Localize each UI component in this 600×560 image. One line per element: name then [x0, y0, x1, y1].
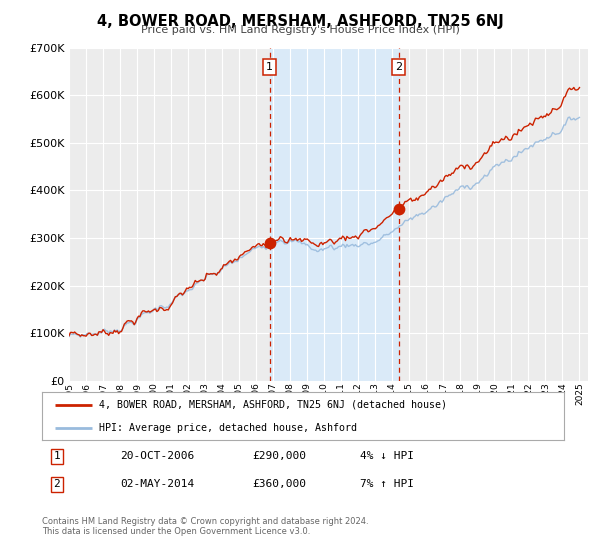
Text: 4% ↓ HPI: 4% ↓ HPI: [360, 451, 414, 461]
Text: 20-OCT-2006: 20-OCT-2006: [120, 451, 194, 461]
Text: Price paid vs. HM Land Registry's House Price Index (HPI): Price paid vs. HM Land Registry's House …: [140, 25, 460, 35]
Text: 4, BOWER ROAD, MERSHAM, ASHFORD, TN25 6NJ: 4, BOWER ROAD, MERSHAM, ASHFORD, TN25 6N…: [97, 14, 503, 29]
Text: 1: 1: [53, 451, 61, 461]
Text: 7% ↑ HPI: 7% ↑ HPI: [360, 479, 414, 489]
Bar: [270, 48, 398, 381]
Point: [394, 205, 403, 214]
Text: £290,000: £290,000: [252, 451, 306, 461]
Text: 2: 2: [395, 62, 402, 72]
Text: This data is licensed under the Open Government Licence v3.0.: This data is licensed under the Open Gov…: [42, 528, 310, 536]
Point: [265, 239, 275, 248]
Text: HPI: Average price, detached house, Ashford: HPI: Average price, detached house, Ashf…: [100, 423, 358, 433]
Text: 2: 2: [53, 479, 61, 489]
Text: 02-MAY-2014: 02-MAY-2014: [120, 479, 194, 489]
Text: Contains HM Land Registry data © Crown copyright and database right 2024.: Contains HM Land Registry data © Crown c…: [42, 517, 368, 526]
Text: 4, BOWER ROAD, MERSHAM, ASHFORD, TN25 6NJ (detached house): 4, BOWER ROAD, MERSHAM, ASHFORD, TN25 6N…: [100, 400, 448, 410]
Text: 1: 1: [266, 62, 273, 72]
Text: £360,000: £360,000: [252, 479, 306, 489]
